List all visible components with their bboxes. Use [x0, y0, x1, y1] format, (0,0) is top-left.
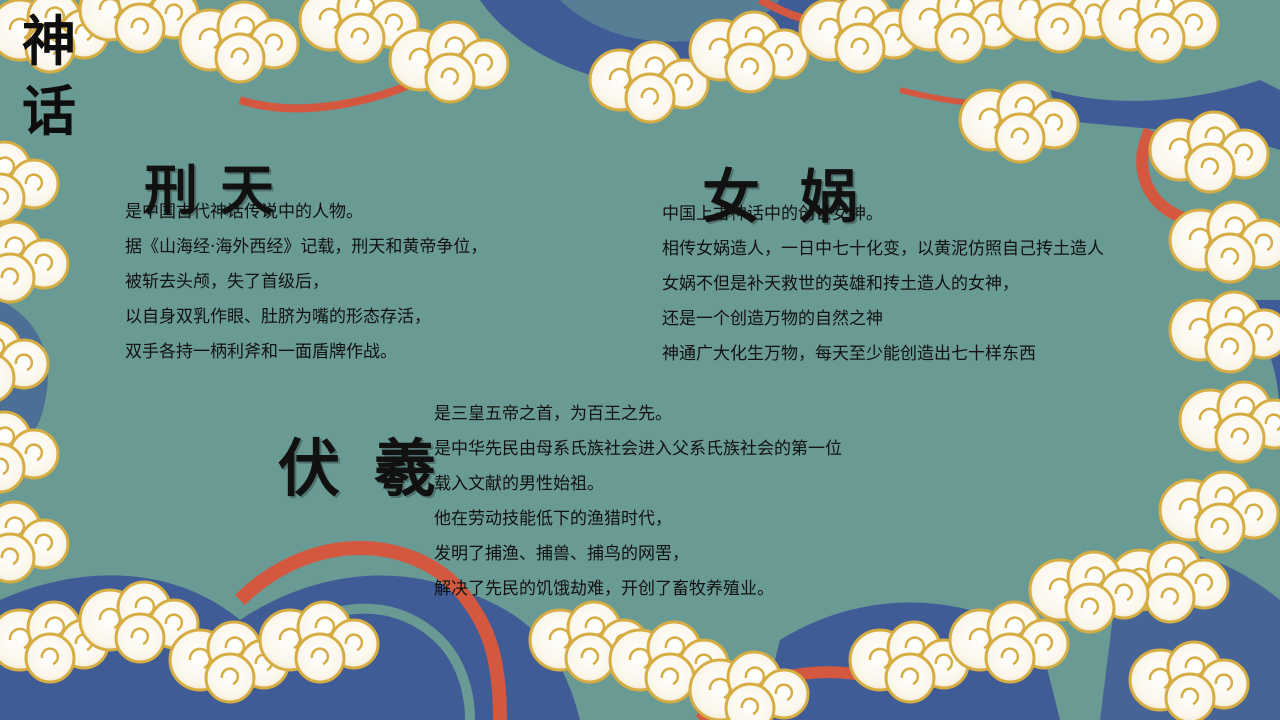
xingtian-line: 是中国古代神话传说中的人物。 [125, 202, 363, 222]
nvwa-description: 中国上古神话中的创世女神。 相传女娲造人，一日中七十化变，以黄泥仿照自己抟土造人… [662, 197, 1104, 372]
vertical-title-char: 话 [22, 79, 76, 143]
xingtian-heading: 刑天 [144, 158, 296, 222]
fuxi-line: 载入文献的男性始祖。 [434, 474, 604, 494]
nvwa-line: 女娲不但是补天救世的英雄和抟土造人的女神， [662, 274, 1019, 294]
xingtian-description: 是中国古代神话传说中的人物。 据《山海经·海外西经》记载，刑天和黄帝争位， 被斩… [125, 195, 487, 370]
vertical-title-char: 神 [22, 9, 76, 73]
nvwa-line: 中国上古神话中的创世女神。 [662, 204, 883, 224]
nvwa-line: 神通广大化生万物，每天至少能创造出七十样东西 [662, 344, 1036, 364]
fuxi-heading: 伏羲 [278, 432, 471, 505]
vertical-title: 神 话 [14, 6, 84, 146]
fuxi-line: 发明了捕渔、捕兽、捕鸟的网罟， [434, 544, 689, 564]
fuxi-line: 是中华先民由母系氏族社会进入父系氏族社会的第一位 [434, 439, 842, 459]
xingtian-line: 双手各持一柄利斧和一面盾牌作战。 [125, 342, 397, 362]
fuxi-line: 是三皇五帝之首，为百王之先。 [434, 404, 672, 424]
fuxi-description: 是三皇五帝之首，为百王之先。 是中华先民由母系氏族社会进入父系氏族社会的第一位 … [434, 397, 842, 607]
fuxi-line: 他在劳动技能低下的渔猎时代， [434, 509, 672, 529]
xingtian-line: 据《山海经·海外西经》记载，刑天和黄帝争位， [125, 237, 488, 257]
xingtian-line: 以自身双乳作眼、肚脐为嘴的形态存活， [125, 307, 431, 327]
nvwa-line: 还是一个创造万物的自然之神 [662, 309, 883, 329]
xingtian-line: 被斩去头颅，失了首级后， [125, 272, 329, 292]
nvwa-line: 相传女娲造人，一日中七十化变，以黄泥仿照自己抟土造人 [662, 239, 1104, 259]
nvwa-heading: 女娲 [702, 163, 899, 231]
fuxi-line: 解决了先民的饥饿劫难，开创了畜牧养殖业。 [434, 579, 774, 599]
